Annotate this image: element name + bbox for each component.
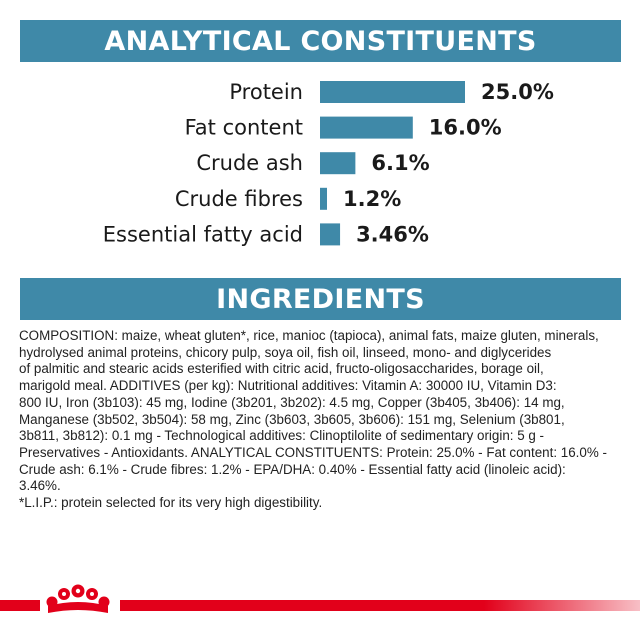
value-label: 25.0%	[481, 80, 554, 104]
ribbon-left	[0, 600, 40, 611]
bar	[320, 223, 341, 246]
category-label: Crude ash	[196, 151, 303, 175]
ribbon	[120, 600, 640, 611]
value-label: 16.0%	[429, 116, 502, 140]
category-label: Essential fatty acid	[103, 222, 303, 246]
ingredients-line: 3b811, 3b812): 0.1 mg - Technological ad…	[19, 428, 545, 444]
ingredients-line: Crude ash: 6.1% - Crude fibres: 1.2% - E…	[19, 461, 566, 477]
ingredients-line: Manganese (3b502, 3b504): 58 mg, Zinc (3…	[19, 411, 565, 427]
analytical-constituents-banner: ANALYTICAL CONSTITUENTS	[20, 20, 621, 62]
value-label: 1.2%	[343, 187, 401, 211]
ingredients-line: hydrolysed animal proteins, chicory pulp…	[19, 344, 552, 360]
category-label: Crude fibres	[175, 187, 303, 211]
value-label: 3.46%	[356, 222, 429, 246]
ingredients-line: 800 IU, Iron (3b103): 45 mg, Iodine (3b2…	[19, 394, 565, 410]
category-label: Protein	[229, 80, 303, 104]
ingredients-line: 3.46%.	[19, 478, 61, 494]
value-label: 6.1%	[371, 151, 429, 175]
ingredients-text: COMPOSITION: maize, wheat gluten*, rice,…	[19, 328, 621, 512]
ingredients-line: COMPOSITION: maize, wheat gluten*, rice,…	[19, 328, 599, 343]
ingredients-line: of palmitic and stearic acids esterified…	[19, 361, 544, 377]
category-label: Fat content	[185, 116, 303, 140]
ingredients-banner: INGREDIENTS	[20, 278, 621, 320]
ingredients-heading: INGREDIENTS	[216, 283, 425, 315]
bar	[320, 152, 356, 175]
crown-logo-icon	[46, 584, 110, 613]
analytical-constituents-heading: ANALYTICAL CONSTITUENTS	[104, 25, 537, 57]
bar	[320, 116, 413, 139]
bar	[320, 81, 465, 103]
ingredients-line: Preservatives - Antioxidants. ANALYTICAL…	[19, 444, 607, 460]
ingredients-line: *L.I.P.: protein selected for its very h…	[19, 495, 323, 511]
bar	[320, 187, 327, 210]
analytical-constituents-chart: Protein 25.0% Fat content 16.0% Crude ash 6.1…	[103, 80, 554, 246]
ingredients-line: marigold meal. ADDITIVES (per kg): Nutri…	[19, 378, 557, 394]
